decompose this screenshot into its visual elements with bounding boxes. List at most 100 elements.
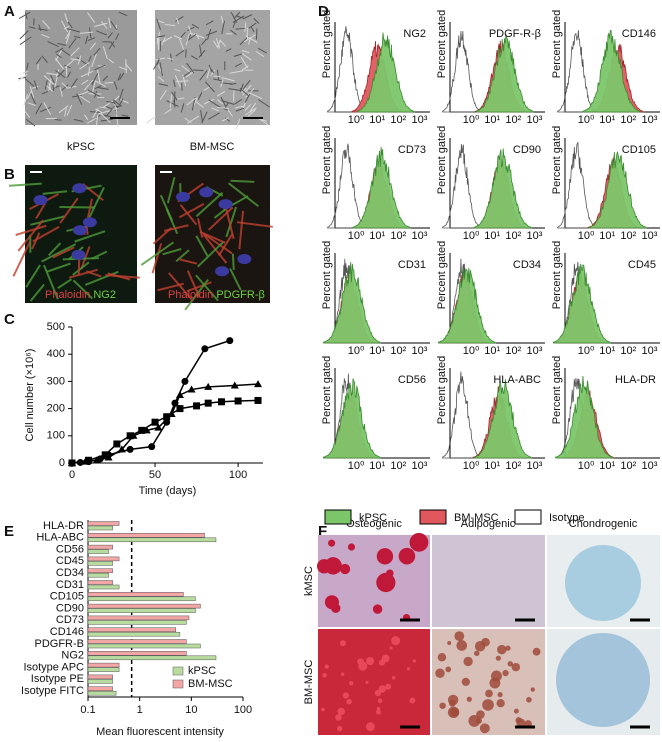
cell — [67, 85, 77, 89]
y-tick-label: 400 — [47, 348, 65, 360]
caption: BM-MSC — [190, 141, 235, 153]
cell — [107, 32, 113, 39]
y-axis-label: Cell number (×10⁶) — [24, 349, 36, 442]
legend-swatch — [419, 509, 447, 525]
lipid — [435, 668, 445, 678]
nucleus — [33, 195, 48, 206]
cell — [230, 29, 237, 36]
histogram — [327, 26, 367, 113]
nodule — [398, 547, 416, 565]
cell — [28, 26, 36, 29]
lipid — [482, 699, 494, 711]
cell — [65, 29, 71, 40]
fiber — [42, 190, 68, 195]
x-tick-label: 10² — [505, 345, 521, 357]
cell — [60, 84, 69, 92]
speck — [335, 714, 342, 721]
nodule — [409, 532, 429, 552]
cell — [235, 62, 242, 67]
speck — [340, 672, 345, 676]
cell — [250, 26, 255, 32]
cell — [101, 21, 108, 30]
speck — [406, 667, 411, 671]
y-tick-label: 300 — [47, 375, 65, 387]
category-label: CD90 — [56, 602, 84, 614]
nodule — [347, 543, 356, 551]
cell — [96, 30, 107, 36]
nucleus — [72, 225, 87, 236]
cell — [55, 47, 64, 53]
row-label: kMSC — [303, 566, 315, 596]
nucleus — [215, 266, 230, 277]
y-axis-label: Percent gated — [551, 241, 563, 310]
bar — [87, 549, 109, 554]
micrograph — [432, 535, 545, 627]
cell — [235, 15, 243, 19]
x-tick-label: 10⁰ — [348, 114, 365, 126]
cell — [43, 102, 52, 115]
cell — [159, 89, 167, 101]
cell — [220, 15, 224, 24]
cell — [197, 92, 203, 100]
bar — [87, 662, 120, 668]
cell — [227, 109, 234, 117]
histogram — [555, 375, 614, 459]
cell — [157, 20, 165, 24]
category-label: HLA-DR — [43, 520, 84, 532]
cell — [220, 96, 227, 107]
speck — [339, 640, 346, 647]
cell — [247, 38, 251, 45]
fiber — [140, 241, 175, 266]
lipid — [474, 650, 480, 657]
fiber — [72, 279, 93, 300]
x-tick-label: 10⁰ — [463, 114, 480, 126]
lipid — [505, 645, 511, 651]
point — [187, 385, 196, 393]
x-tick-label: 10¹ — [369, 460, 385, 472]
bar — [87, 584, 120, 590]
cell — [99, 106, 108, 109]
histogram — [327, 143, 367, 229]
cell — [66, 104, 73, 116]
fiber — [225, 206, 238, 238]
bar — [87, 596, 196, 602]
category-label: CD146 — [50, 626, 84, 638]
speck — [389, 646, 393, 650]
fiber — [162, 248, 182, 256]
y-tick-label: 0 — [59, 457, 65, 469]
cell — [118, 98, 129, 104]
y-axis-label: Percent gated — [436, 10, 448, 79]
bar — [87, 592, 184, 597]
cell — [224, 102, 229, 109]
fiber — [227, 182, 259, 208]
x-tick-label: 10¹ — [599, 230, 615, 242]
x-tick-label: 10³ — [526, 230, 542, 242]
point — [101, 451, 109, 459]
histogram — [475, 34, 535, 113]
x-tick-label: 10³ — [411, 230, 427, 242]
bar — [87, 651, 187, 656]
fiber — [35, 201, 47, 220]
marker-label: CD31 — [398, 259, 426, 271]
cell — [97, 22, 108, 27]
fiber — [43, 264, 59, 300]
legend-swatch — [324, 509, 352, 525]
cell — [215, 37, 221, 49]
bar — [87, 620, 187, 625]
nodule — [372, 604, 383, 614]
speck — [412, 659, 416, 663]
histogram — [442, 30, 482, 113]
cell — [93, 47, 101, 56]
point — [154, 423, 163, 431]
lipid — [447, 706, 460, 719]
fiber — [29, 283, 45, 302]
x-tick-label: 10³ — [411, 345, 427, 357]
column-label: Osteogenic — [346, 518, 402, 530]
cell — [40, 106, 52, 113]
cell — [27, 90, 33, 100]
fiber — [197, 241, 224, 268]
cell — [108, 40, 115, 50]
cell — [235, 107, 245, 112]
cell — [205, 20, 214, 26]
cell — [174, 68, 181, 72]
